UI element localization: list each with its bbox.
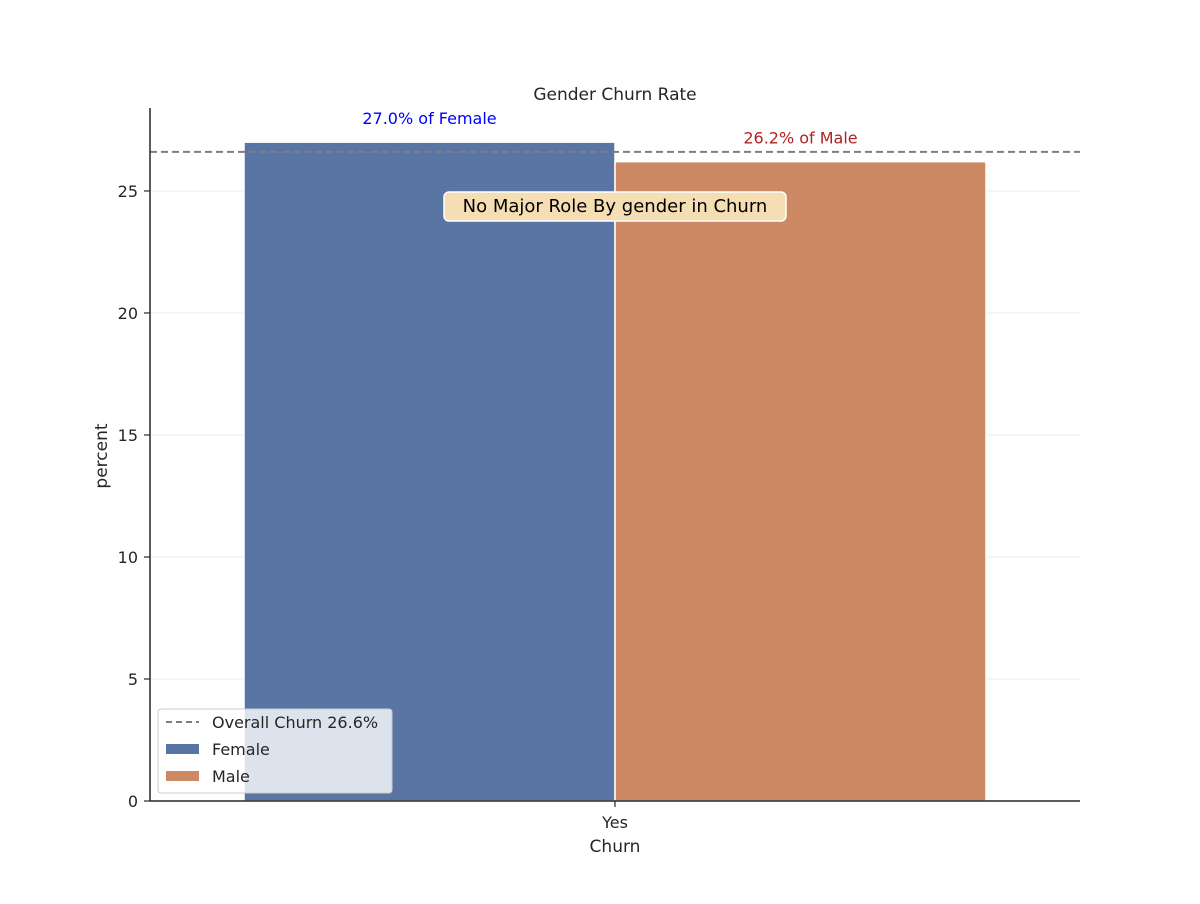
bar-label-male: 26.2% of Male (743, 129, 857, 148)
legend-frame (157, 708, 393, 794)
legend-label-female: Female (212, 740, 270, 759)
legend: Overall Churn 26.6% Female Male (157, 708, 393, 794)
axes: 0 5 10 15 20 25 Yes (118, 108, 1080, 832)
x-tick-label: Yes (601, 813, 628, 832)
legend-swatch-female (166, 744, 199, 754)
legend-label-male: Male (212, 767, 250, 786)
y-tick-label: 0 (128, 792, 138, 811)
annotation-text: No Major Role By gender in Churn (463, 196, 768, 217)
y-axis-label: percent (92, 423, 112, 488)
y-tick-label: 15 (118, 426, 138, 445)
bars (243, 141, 987, 802)
annotation-background (443, 191, 787, 222)
legend-swatch-male (166, 771, 199, 781)
x-axis-label: Churn (590, 837, 641, 857)
y-tick-label: 25 (118, 182, 138, 201)
bar-label-female: 27.0% of Female (362, 109, 496, 128)
bar-female (243, 141, 616, 802)
y-tick-label: 10 (118, 548, 138, 567)
chart-title: Gender Churn Rate (533, 85, 696, 105)
annotation-box: No Major Role By gender in Churn (443, 191, 787, 222)
bar-labels: 27.0% of Female 26.2% of Male (362, 109, 857, 148)
y-tick-label: 20 (118, 304, 138, 323)
bar-male (614, 160, 987, 802)
y-tick-label: 5 (128, 670, 138, 689)
legend-label-overall: Overall Churn 26.6% (212, 713, 378, 732)
